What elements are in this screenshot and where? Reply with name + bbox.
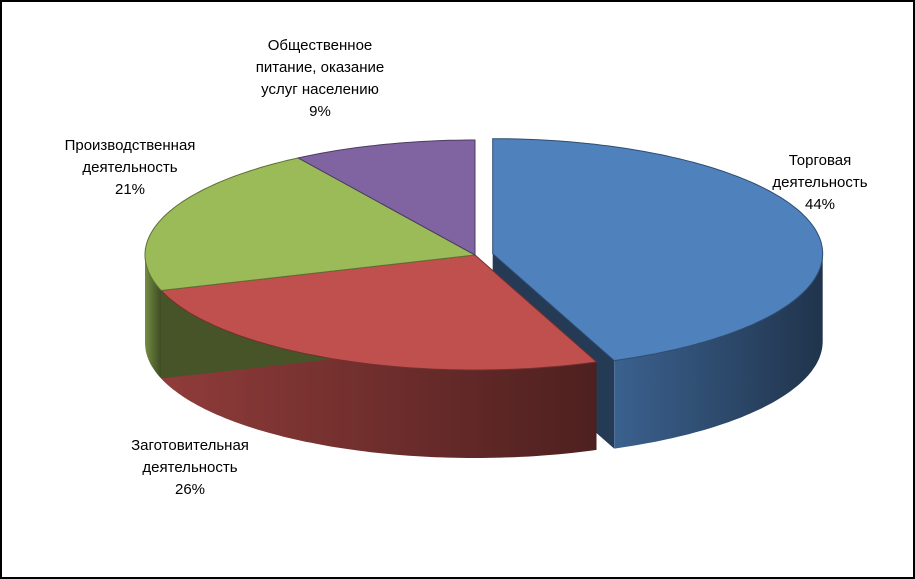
slice bbox=[144, 157, 477, 292]
slice-label: Заготовительная деятельность bbox=[131, 437, 249, 476]
slice-side bbox=[614, 253, 823, 449]
value-label: 9% bbox=[309, 103, 331, 120]
value-label: 21% bbox=[115, 181, 145, 198]
slice-tops bbox=[144, 138, 824, 371]
label-line: Общественное bbox=[268, 37, 373, 54]
label-line: Производственная bbox=[65, 137, 196, 154]
slice bbox=[296, 139, 476, 256]
value-label: 26% bbox=[175, 481, 205, 498]
label-line: деятельность bbox=[142, 459, 237, 476]
label-line: Заготовительная bbox=[131, 437, 249, 454]
label-line: деятельность bbox=[82, 159, 177, 176]
slice bbox=[492, 138, 824, 362]
slice-label: Торговая деятельность bbox=[772, 152, 867, 191]
slice bbox=[160, 254, 598, 371]
label-line: услуг населению bbox=[261, 81, 379, 98]
slice-side bbox=[161, 290, 597, 458]
label-line: питание, оказание bbox=[256, 59, 385, 76]
label-line: деятельность bbox=[772, 174, 867, 191]
slice-label: Производственная деятельность bbox=[65, 137, 196, 176]
value-label: 44% bbox=[805, 196, 835, 213]
label-line: Торговая bbox=[789, 152, 851, 169]
slice-label: Общественное питание, оказание услуг насел… bbox=[256, 37, 385, 98]
slice-side bbox=[145, 255, 162, 379]
